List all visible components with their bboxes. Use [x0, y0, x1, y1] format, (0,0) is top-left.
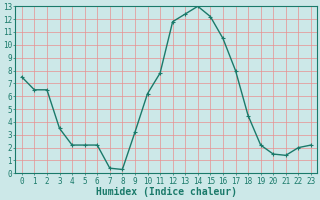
X-axis label: Humidex (Indice chaleur): Humidex (Indice chaleur) [96, 187, 237, 197]
